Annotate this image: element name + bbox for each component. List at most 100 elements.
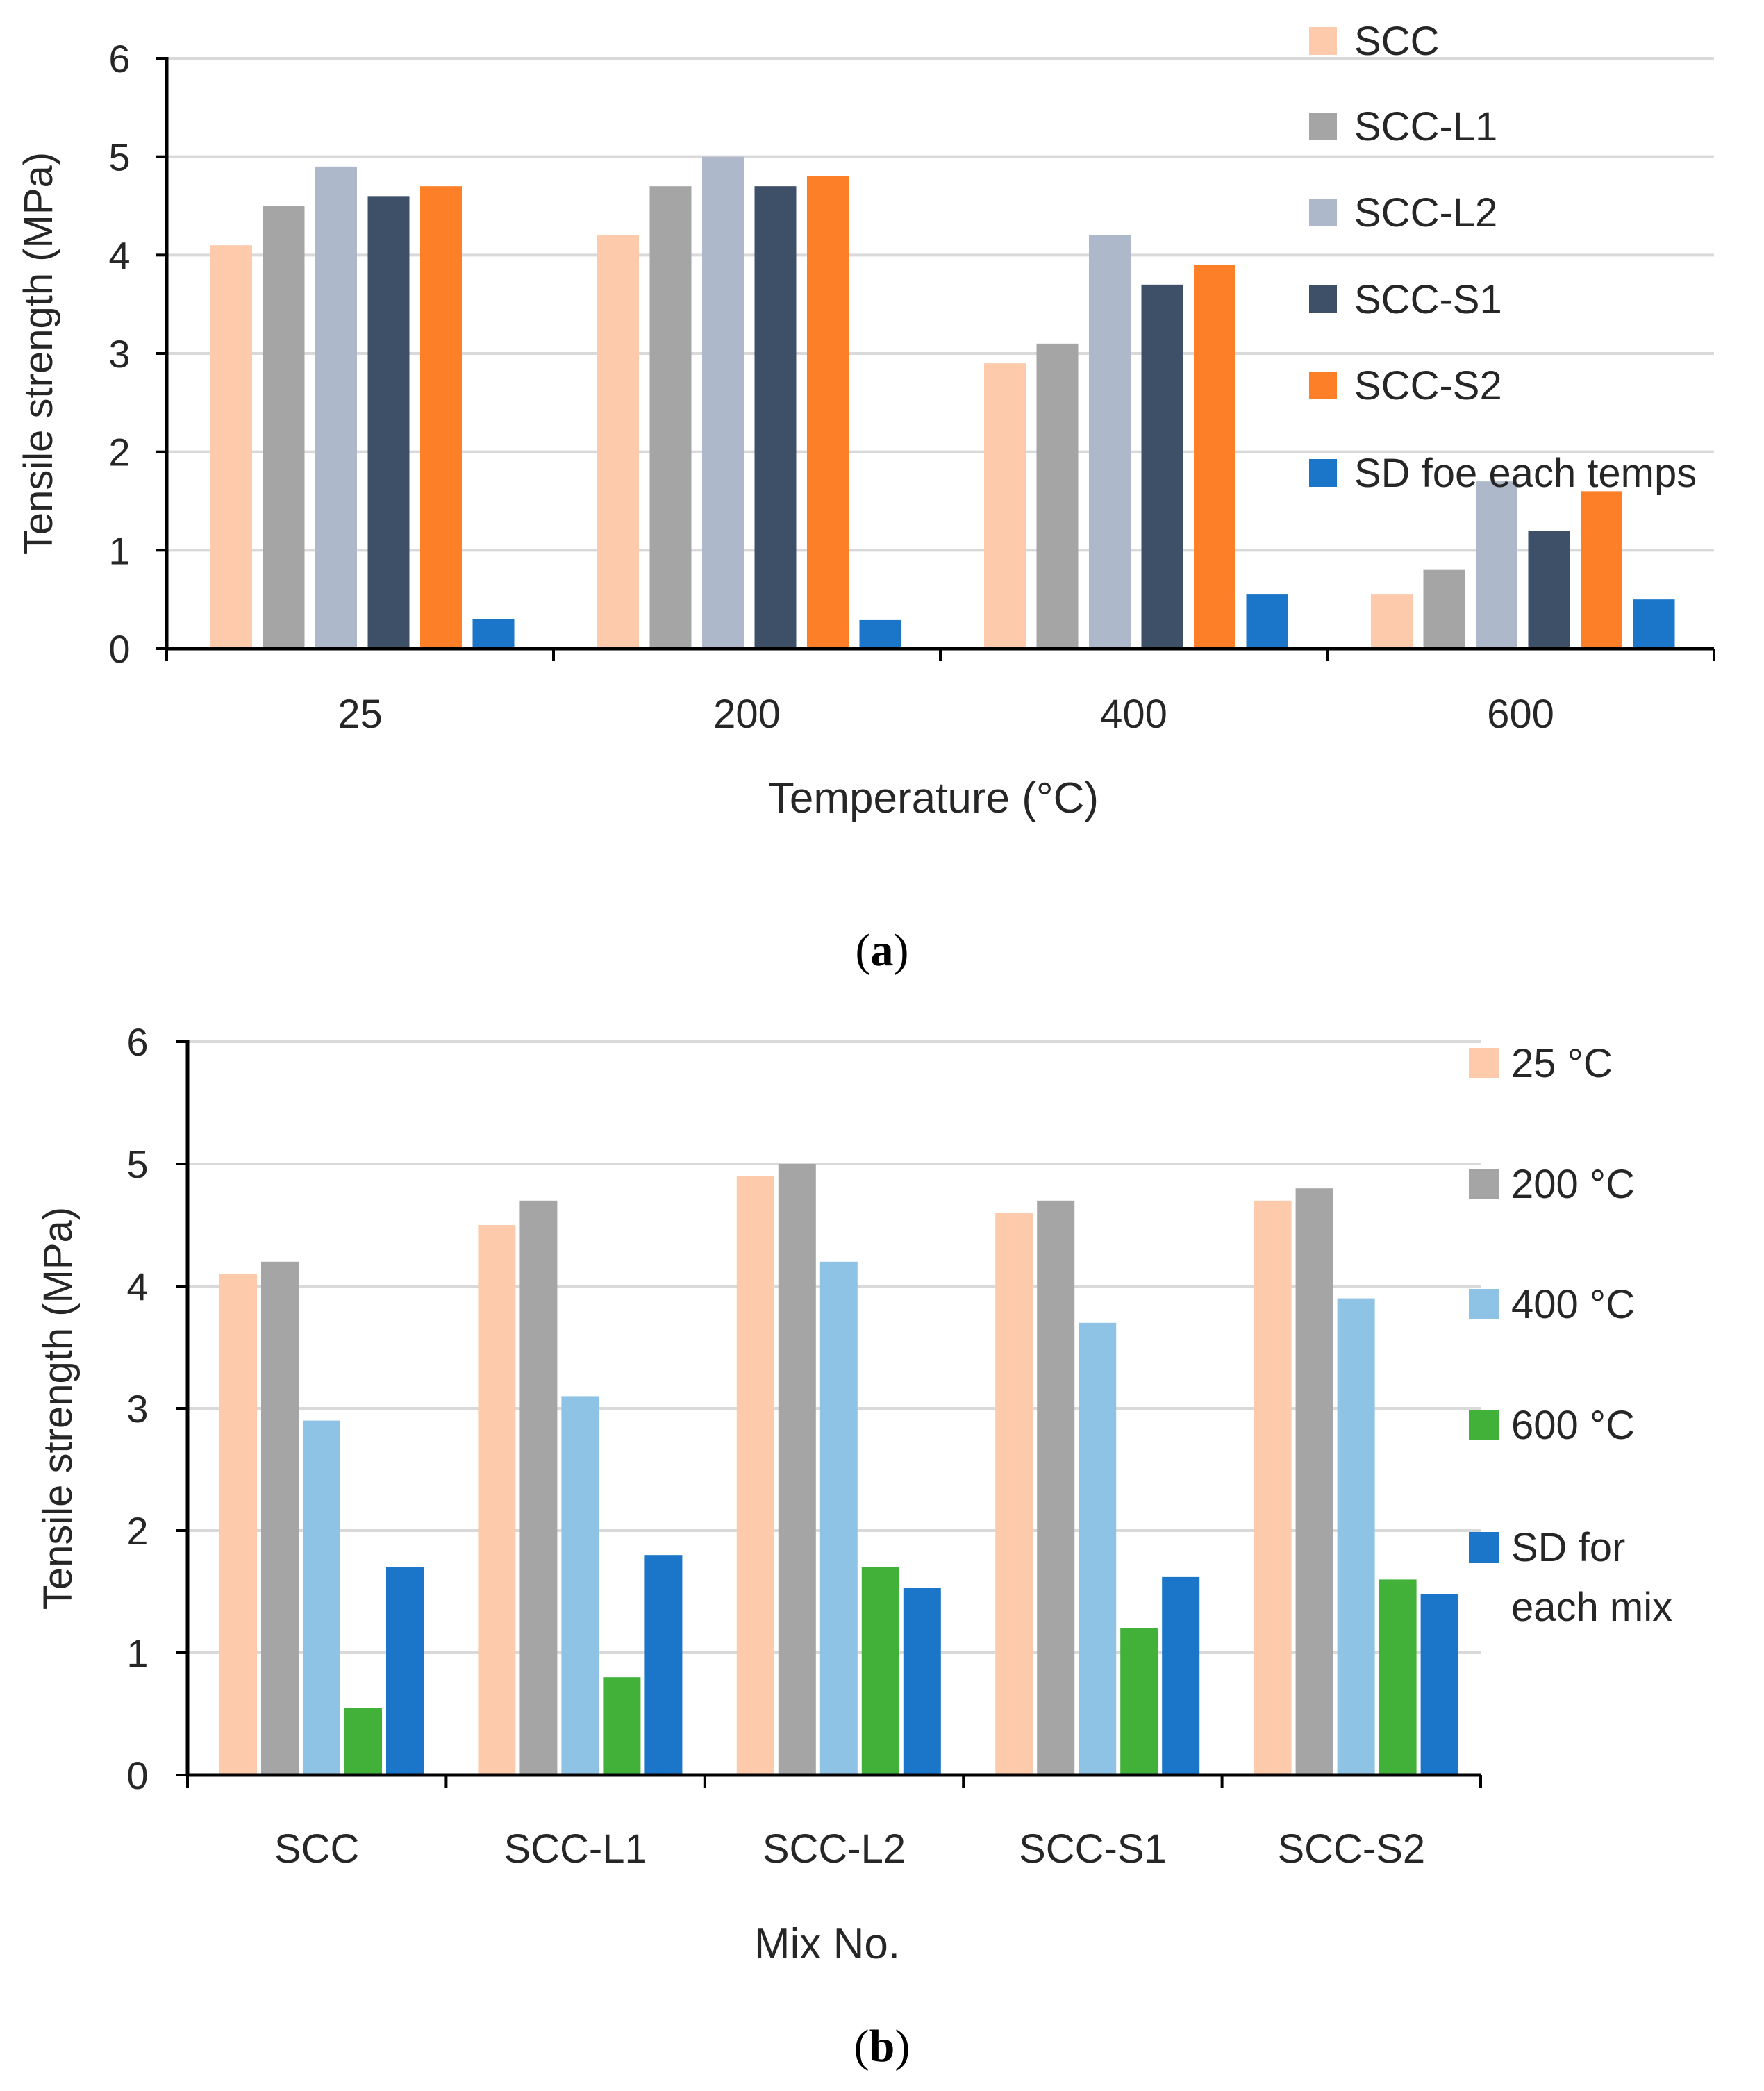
legend-item: 200 °C — [1469, 1162, 1635, 1207]
y-tick-label: 1 — [126, 1631, 148, 1675]
x-tick-label: 200 — [713, 692, 781, 737]
bar-1-5 — [1254, 1200, 1292, 1775]
legend-item: SD foe each temps — [1309, 451, 1697, 496]
legend-item: 400 °C — [1469, 1282, 1635, 1327]
x-tick-label: 400 — [1100, 692, 1167, 737]
legend-swatch — [1469, 1169, 1499, 1199]
legend-label: SCC-S2 — [1354, 363, 1502, 408]
legend-label: SCC-L2 — [1354, 190, 1497, 235]
bar-3-2 — [702, 156, 744, 649]
y-tick-label: 6 — [108, 37, 130, 81]
y-tick-label: 2 — [126, 1509, 148, 1553]
bar-5-1 — [386, 1567, 424, 1775]
bar-1-3 — [736, 1176, 774, 1775]
legend-item: SCC-S2 — [1309, 363, 1502, 408]
legend-item: 25 °C — [1469, 1041, 1613, 1086]
y-tick-label: 4 — [126, 1265, 148, 1308]
y-tick-label: 0 — [108, 627, 130, 671]
bar-5-2 — [807, 176, 849, 649]
bar-1-1 — [219, 1274, 257, 1775]
legend-swatch — [1309, 199, 1337, 226]
chart-b: 0 1 2 3 4 5 6 SCC SCC-L1 SCC-L2 SCC-S1 SCC-S2 Mix No… — [35, 1020, 1672, 2072]
panel-caption: (a) — [856, 925, 909, 976]
bar-6-1 — [472, 619, 515, 649]
bar-3-1 — [303, 1420, 340, 1775]
bar-4-4 — [1120, 1628, 1158, 1775]
bar-1-2 — [478, 1225, 516, 1775]
bar-4-4 — [1528, 531, 1570, 649]
y-tick-label: 2 — [108, 431, 130, 474]
legend-item: 600 °C — [1469, 1403, 1635, 1448]
bar-4-1 — [367, 196, 410, 649]
bar-5-2 — [644, 1555, 683, 1775]
legend-label: 200 °C — [1511, 1162, 1635, 1207]
bar-2-2 — [649, 186, 692, 649]
legend-item: SCC-S1 — [1309, 277, 1502, 322]
bar-6-3 — [1246, 594, 1288, 649]
legend-swatch — [1469, 1289, 1499, 1319]
bar-5-4 — [1162, 1576, 1200, 1775]
bar-4-5 — [1379, 1579, 1417, 1775]
bar-1-4 — [1371, 594, 1413, 649]
bar-2-5 — [1295, 1188, 1333, 1775]
y-tick-label: 5 — [108, 135, 130, 179]
y-axis-title: Tensile strength (MPa) — [16, 152, 61, 555]
y-tick-label: 5 — [126, 1142, 148, 1186]
panel-caption: (b) — [854, 2021, 910, 2072]
legend-label: SD for each mix — [1511, 1525, 1672, 1630]
legend-item: SCC-L2 — [1309, 190, 1497, 235]
legend-label: 400 °C — [1511, 1282, 1635, 1327]
bar-5-5 — [1420, 1594, 1458, 1775]
bar-1-3 — [984, 363, 1026, 649]
x-tick-label: SCC-S1 — [1019, 1826, 1167, 1872]
y-tick-label: 4 — [108, 233, 130, 277]
legend-swatch — [1469, 1048, 1499, 1078]
bar-2-1 — [263, 206, 305, 649]
bar-4-2 — [603, 1677, 641, 1775]
legend-swatch — [1309, 285, 1337, 313]
x-tick-label: 25 — [338, 692, 383, 737]
legend-label: SCC-S1 — [1354, 277, 1502, 322]
bar-2-4 — [1423, 569, 1465, 649]
bar-3-4 — [1476, 481, 1517, 649]
bar-3-1 — [315, 166, 357, 649]
bar-3-4 — [1079, 1322, 1117, 1775]
legend-swatch — [1469, 1532, 1499, 1563]
x-axis-title: Temperature (°C) — [768, 774, 1099, 822]
x-tick-label: 600 — [1487, 692, 1554, 737]
bar-6-4 — [1633, 599, 1675, 649]
legend-label: 600 °C — [1511, 1403, 1635, 1448]
legend: SCC SCC-L1 SCC-L2 SCC-S1 SCC-S2 SD foe each t… — [1309, 19, 1697, 496]
y-tick-label: 3 — [126, 1387, 148, 1431]
x-tick-label: SCC-S2 — [1277, 1826, 1425, 1872]
legend-item: SCC — [1309, 19, 1439, 64]
bar-2-3 — [778, 1164, 816, 1775]
legend-swatch — [1309, 27, 1337, 55]
legend-item: SCC-L1 — [1309, 104, 1497, 149]
bar-2-1 — [261, 1261, 299, 1775]
bar-4-3 — [861, 1567, 899, 1775]
legend-swatch — [1469, 1410, 1499, 1440]
bar-6-2 — [859, 619, 901, 649]
x-tick-label: SCC-L1 — [504, 1826, 647, 1872]
bar-1-4 — [995, 1213, 1033, 1775]
legend-swatch — [1309, 113, 1337, 140]
y-tick-label: 3 — [108, 332, 130, 376]
bar-4-2 — [754, 186, 797, 649]
bar-3-2 — [561, 1396, 599, 1775]
bar-3-5 — [1337, 1298, 1375, 1775]
bar-4-1 — [344, 1708, 382, 1775]
x-axis-title: Mix No. — [754, 1920, 900, 1968]
bar-5-3 — [1194, 265, 1235, 649]
bar-2-4 — [1037, 1200, 1075, 1775]
legend-label: SCC — [1354, 19, 1439, 64]
legend-label: 25 °C — [1511, 1041, 1613, 1086]
y-tick-label: 1 — [108, 528, 130, 572]
bar-2-3 — [1036, 343, 1079, 649]
bar-2-2 — [519, 1200, 558, 1775]
legend-item: SD for each mix — [1469, 1525, 1672, 1630]
bar-4-3 — [1141, 284, 1183, 649]
y-axis-title: Tensile strength (MPa) — [35, 1207, 81, 1610]
chart-a: 0 1 2 3 4 5 6 25 200 400 600 Temperature (°C) Tensil… — [16, 19, 1715, 976]
